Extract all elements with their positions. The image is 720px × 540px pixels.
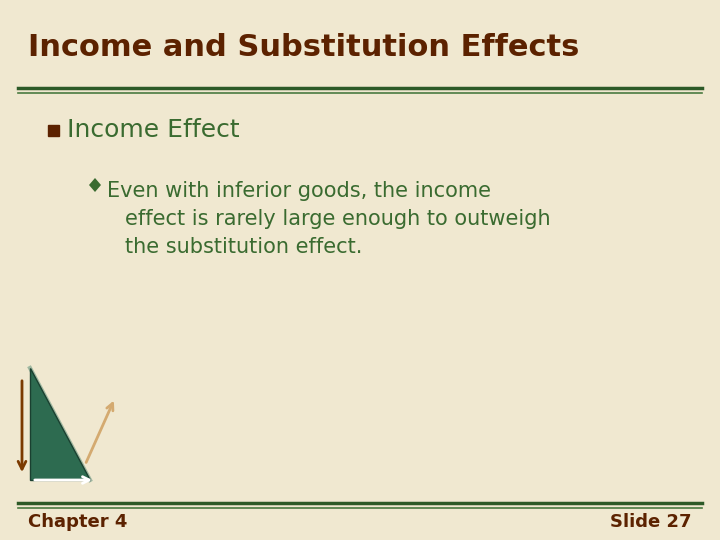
Polygon shape [30,368,90,480]
Bar [48,125,59,136]
Text: Slide 27: Slide 27 [611,513,692,531]
Text: Chapter 4: Chapter 4 [28,513,127,531]
Text: Even with inferior goods, the income: Even with inferior goods, the income [107,181,491,201]
Text: effect is rarely large enough to outweigh: effect is rarely large enough to outweig… [125,209,551,229]
Text: Income Effect: Income Effect [67,118,240,142]
Polygon shape [89,178,101,192]
Text: Income and Substitution Effects: Income and Substitution Effects [28,33,580,63]
Text: the substitution effect.: the substitution effect. [125,237,362,257]
